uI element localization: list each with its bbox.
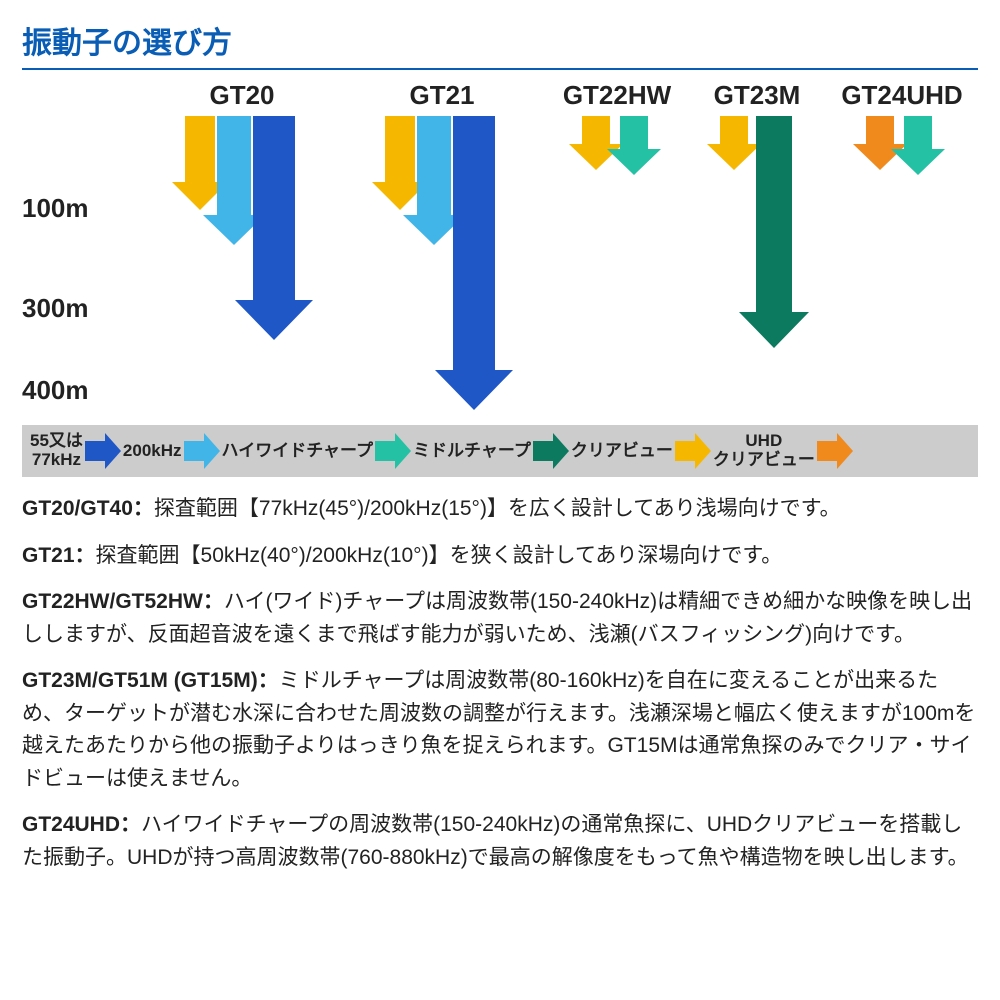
legend-label: 200kHz <box>123 442 182 461</box>
legend-label: クリアビュー <box>571 442 673 461</box>
column-label: GT20 <box>209 80 274 111</box>
legend-arrow-icon <box>675 433 711 469</box>
depth-label: 100m <box>22 193 89 224</box>
description-body: 探査範囲【77kHz(45°)/200kHz(15°)】を広く設計してあり浅場向… <box>154 497 841 520</box>
description-paragraph: GT22HW/GT52HW：ハイ(ワイド)チャープは周波数帯(150-240kH… <box>22 586 978 651</box>
description-lead: GT22HW/GT52HW： <box>22 590 224 613</box>
legend-bar: 55又は 77kHz 200kHz ハイワイドチャープ ミドルチャープ クリアビュー UH… <box>22 425 978 477</box>
description-body: 探査範囲【50kHz(40°)/200kHz(10°)】を狭く設計してあり深場向… <box>96 544 783 567</box>
description-lead: GT20/GT40： <box>22 497 154 520</box>
description-paragraph: GT24UHD：ハイワイドチャープの周波数帯(150-240kHz)の通常魚探に… <box>22 809 978 874</box>
description-paragraph: GT21：探査範囲【50kHz(40°)/200kHz(10°)】を狭く設計して… <box>22 540 978 573</box>
description-lead: GT24UHD： <box>22 813 141 836</box>
legend-label: ハイワイドチャープ <box>222 442 373 461</box>
depth-label: 300m <box>22 293 89 324</box>
legend-arrow-icon <box>85 433 121 469</box>
descriptions: GT20/GT40：探査範囲【77kHz(45°)/200kHz(15°)】を広… <box>22 493 978 874</box>
legend-label: 55又は 77kHz <box>30 432 83 469</box>
page-title: 振動子の選び方 <box>22 18 978 70</box>
depth-chart: GT20 GT21 GT22HW GT23M GT24UHD 100m 300m 400m <box>22 80 978 425</box>
description-paragraph: GT20/GT40：探査範囲【77kHz(45°)/200kHz(15°)】を広… <box>22 493 978 526</box>
depth-label: 400m <box>22 375 89 406</box>
description-lead: GT21： <box>22 544 96 567</box>
column-label: GT23M <box>714 80 801 111</box>
legend-arrow-icon <box>533 433 569 469</box>
legend-label: ミドルチャープ <box>413 442 531 461</box>
column-label: GT22HW <box>563 80 671 111</box>
description-body: ハイワイドチャープの周波数帯(150-240kHz)の通常魚探に、UHDクリアビ… <box>22 813 969 869</box>
legend-arrow-icon <box>375 433 411 469</box>
description-lead: GT23M/GT51M (GT15M)： <box>22 669 279 692</box>
column-label: GT21 <box>409 80 474 111</box>
column-label: GT24UHD <box>841 80 962 111</box>
description-paragraph: GT23M/GT51M (GT15M)：ミドルチャープは周波数帯(80-160k… <box>22 665 978 795</box>
legend-arrow-icon <box>184 433 220 469</box>
legend-label: UHD クリアビュー <box>713 432 815 469</box>
legend-arrow-icon <box>817 433 853 469</box>
